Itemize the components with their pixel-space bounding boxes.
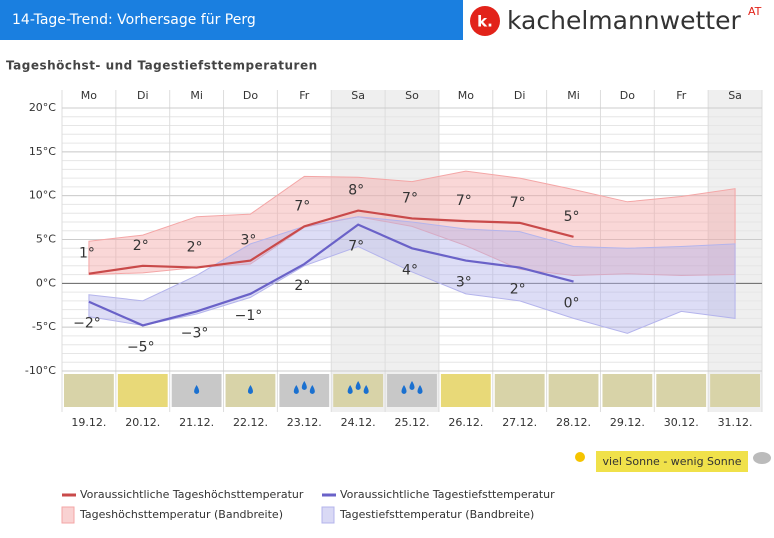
legend-label: Tageshöchsttemperatur (Bandbreite) xyxy=(79,508,283,521)
value-label: 2° xyxy=(294,278,310,294)
rain-drop xyxy=(309,385,315,394)
rain-drop xyxy=(417,385,423,394)
weekday-label: Mo xyxy=(81,89,97,102)
weekday-label: Sa xyxy=(351,89,365,102)
value-label: −1° xyxy=(235,308,263,324)
y-tick-label: -5°C xyxy=(32,320,56,333)
value-label: 2° xyxy=(133,238,149,254)
rain-drop xyxy=(355,381,361,390)
date-label: 24.12. xyxy=(341,416,376,429)
legend-label: Voraussichtliche Tageshöchsttemperatur xyxy=(80,488,304,501)
rain-drop xyxy=(409,381,415,390)
value-label: 5° xyxy=(564,209,580,225)
rain-drop xyxy=(347,385,353,394)
weather-icon xyxy=(656,374,707,407)
value-label: −2° xyxy=(73,316,101,332)
range-band xyxy=(88,216,736,334)
sun-scale-label: viel Sonne - wenig Sonne xyxy=(603,455,742,468)
weekday-label: Di xyxy=(137,89,149,102)
value-label: 7° xyxy=(294,198,310,214)
weather-icon xyxy=(64,374,114,407)
date-label: 25.12. xyxy=(395,416,430,429)
value-label: 3° xyxy=(241,233,257,249)
sun-scale: viel Sonne - wenig Sonne xyxy=(575,451,771,472)
date-label: 27.12. xyxy=(502,416,537,429)
line xyxy=(88,223,574,327)
value-label: 0° xyxy=(564,296,580,312)
y-tick-label: 15°C xyxy=(29,145,56,158)
date-label: 20.12. xyxy=(125,416,160,429)
value-label: 8° xyxy=(348,183,364,199)
rain-drop xyxy=(401,385,407,394)
value-label: 7° xyxy=(456,193,472,209)
weekday-label: Di xyxy=(514,89,526,102)
weather-icon xyxy=(548,374,599,407)
rain-drop xyxy=(194,385,200,394)
value-label: 2° xyxy=(510,282,526,298)
weather-icon xyxy=(279,374,330,407)
header-title: 14-Tage-Trend: Vorhersage für Perg xyxy=(12,12,256,28)
weekday-label: Mi xyxy=(567,89,580,102)
value-label: 2° xyxy=(187,240,203,256)
rain-drop xyxy=(247,385,253,394)
legend-swatch xyxy=(321,506,335,524)
rain-drop xyxy=(363,385,369,394)
logo-suffix: AT xyxy=(748,5,762,18)
weather-icon xyxy=(710,374,760,407)
weekday-label: Sa xyxy=(728,89,742,102)
y-tick-label: 20°C xyxy=(29,101,56,114)
header-bar xyxy=(0,0,463,40)
legend-label: Voraussichtliche Tagestiefsttemperatur xyxy=(340,488,555,501)
value-label: −3° xyxy=(181,325,209,341)
date-label: 21.12. xyxy=(179,416,214,429)
weekday-label: Fr xyxy=(676,89,687,102)
weekday-label: Fr xyxy=(299,89,310,102)
date-label: 26.12. xyxy=(448,416,483,429)
value-label: 3° xyxy=(456,275,472,291)
legend-label: Tagestiefsttemperatur (Bandbreite) xyxy=(339,508,534,521)
chart-title: Tageshöchst- und Tagestiefsttemperaturen xyxy=(6,59,318,73)
rain-drop xyxy=(301,381,307,390)
value-label: 1° xyxy=(79,246,95,262)
value-label: 7° xyxy=(510,195,526,211)
line xyxy=(88,209,574,275)
y-tick-label: 5°C xyxy=(36,233,56,246)
value-label: 4° xyxy=(402,262,418,278)
value-label: 7° xyxy=(348,239,364,255)
value-label: −5° xyxy=(127,339,155,355)
legend-swatch xyxy=(61,506,75,524)
weather-icon xyxy=(387,374,437,407)
date-label: 31.12. xyxy=(718,416,753,429)
date-label: 22.12. xyxy=(233,416,268,429)
weekday-label: Do xyxy=(243,89,258,102)
date-label: 30.12. xyxy=(664,416,699,429)
weekday-label: Mi xyxy=(190,89,203,102)
weather-icon xyxy=(494,374,545,407)
value-label: 7° xyxy=(402,190,418,206)
logo-text: kachelmannwetter xyxy=(507,6,741,35)
y-tick-label: -10°C xyxy=(25,364,56,377)
weekday-label: So xyxy=(405,89,419,102)
weather-icon xyxy=(602,374,653,407)
plot: -10°C -5°C 0°C 5°C 10°C 15°C 20°C Mo 19.12. Di 20.… xyxy=(25,89,763,429)
rain-drop xyxy=(293,385,299,394)
weekend-column xyxy=(385,90,439,412)
date-label: 23.12. xyxy=(287,416,322,429)
y-tick-label: 0°C xyxy=(36,276,56,289)
weather-icon xyxy=(117,374,168,407)
weekday-label: Mo xyxy=(458,89,474,102)
weekend-column xyxy=(331,90,386,412)
date-label: 19.12. xyxy=(71,416,106,429)
date-label: 28.12. xyxy=(556,416,591,429)
logo-mark: k. xyxy=(477,13,493,31)
date-label: 29.12. xyxy=(610,416,645,429)
weather-icon xyxy=(333,374,384,407)
y-tick-label: 10°C xyxy=(29,189,56,202)
weather-icon xyxy=(440,374,491,407)
weekday-label: Do xyxy=(620,89,635,102)
logo-icon xyxy=(470,6,500,36)
